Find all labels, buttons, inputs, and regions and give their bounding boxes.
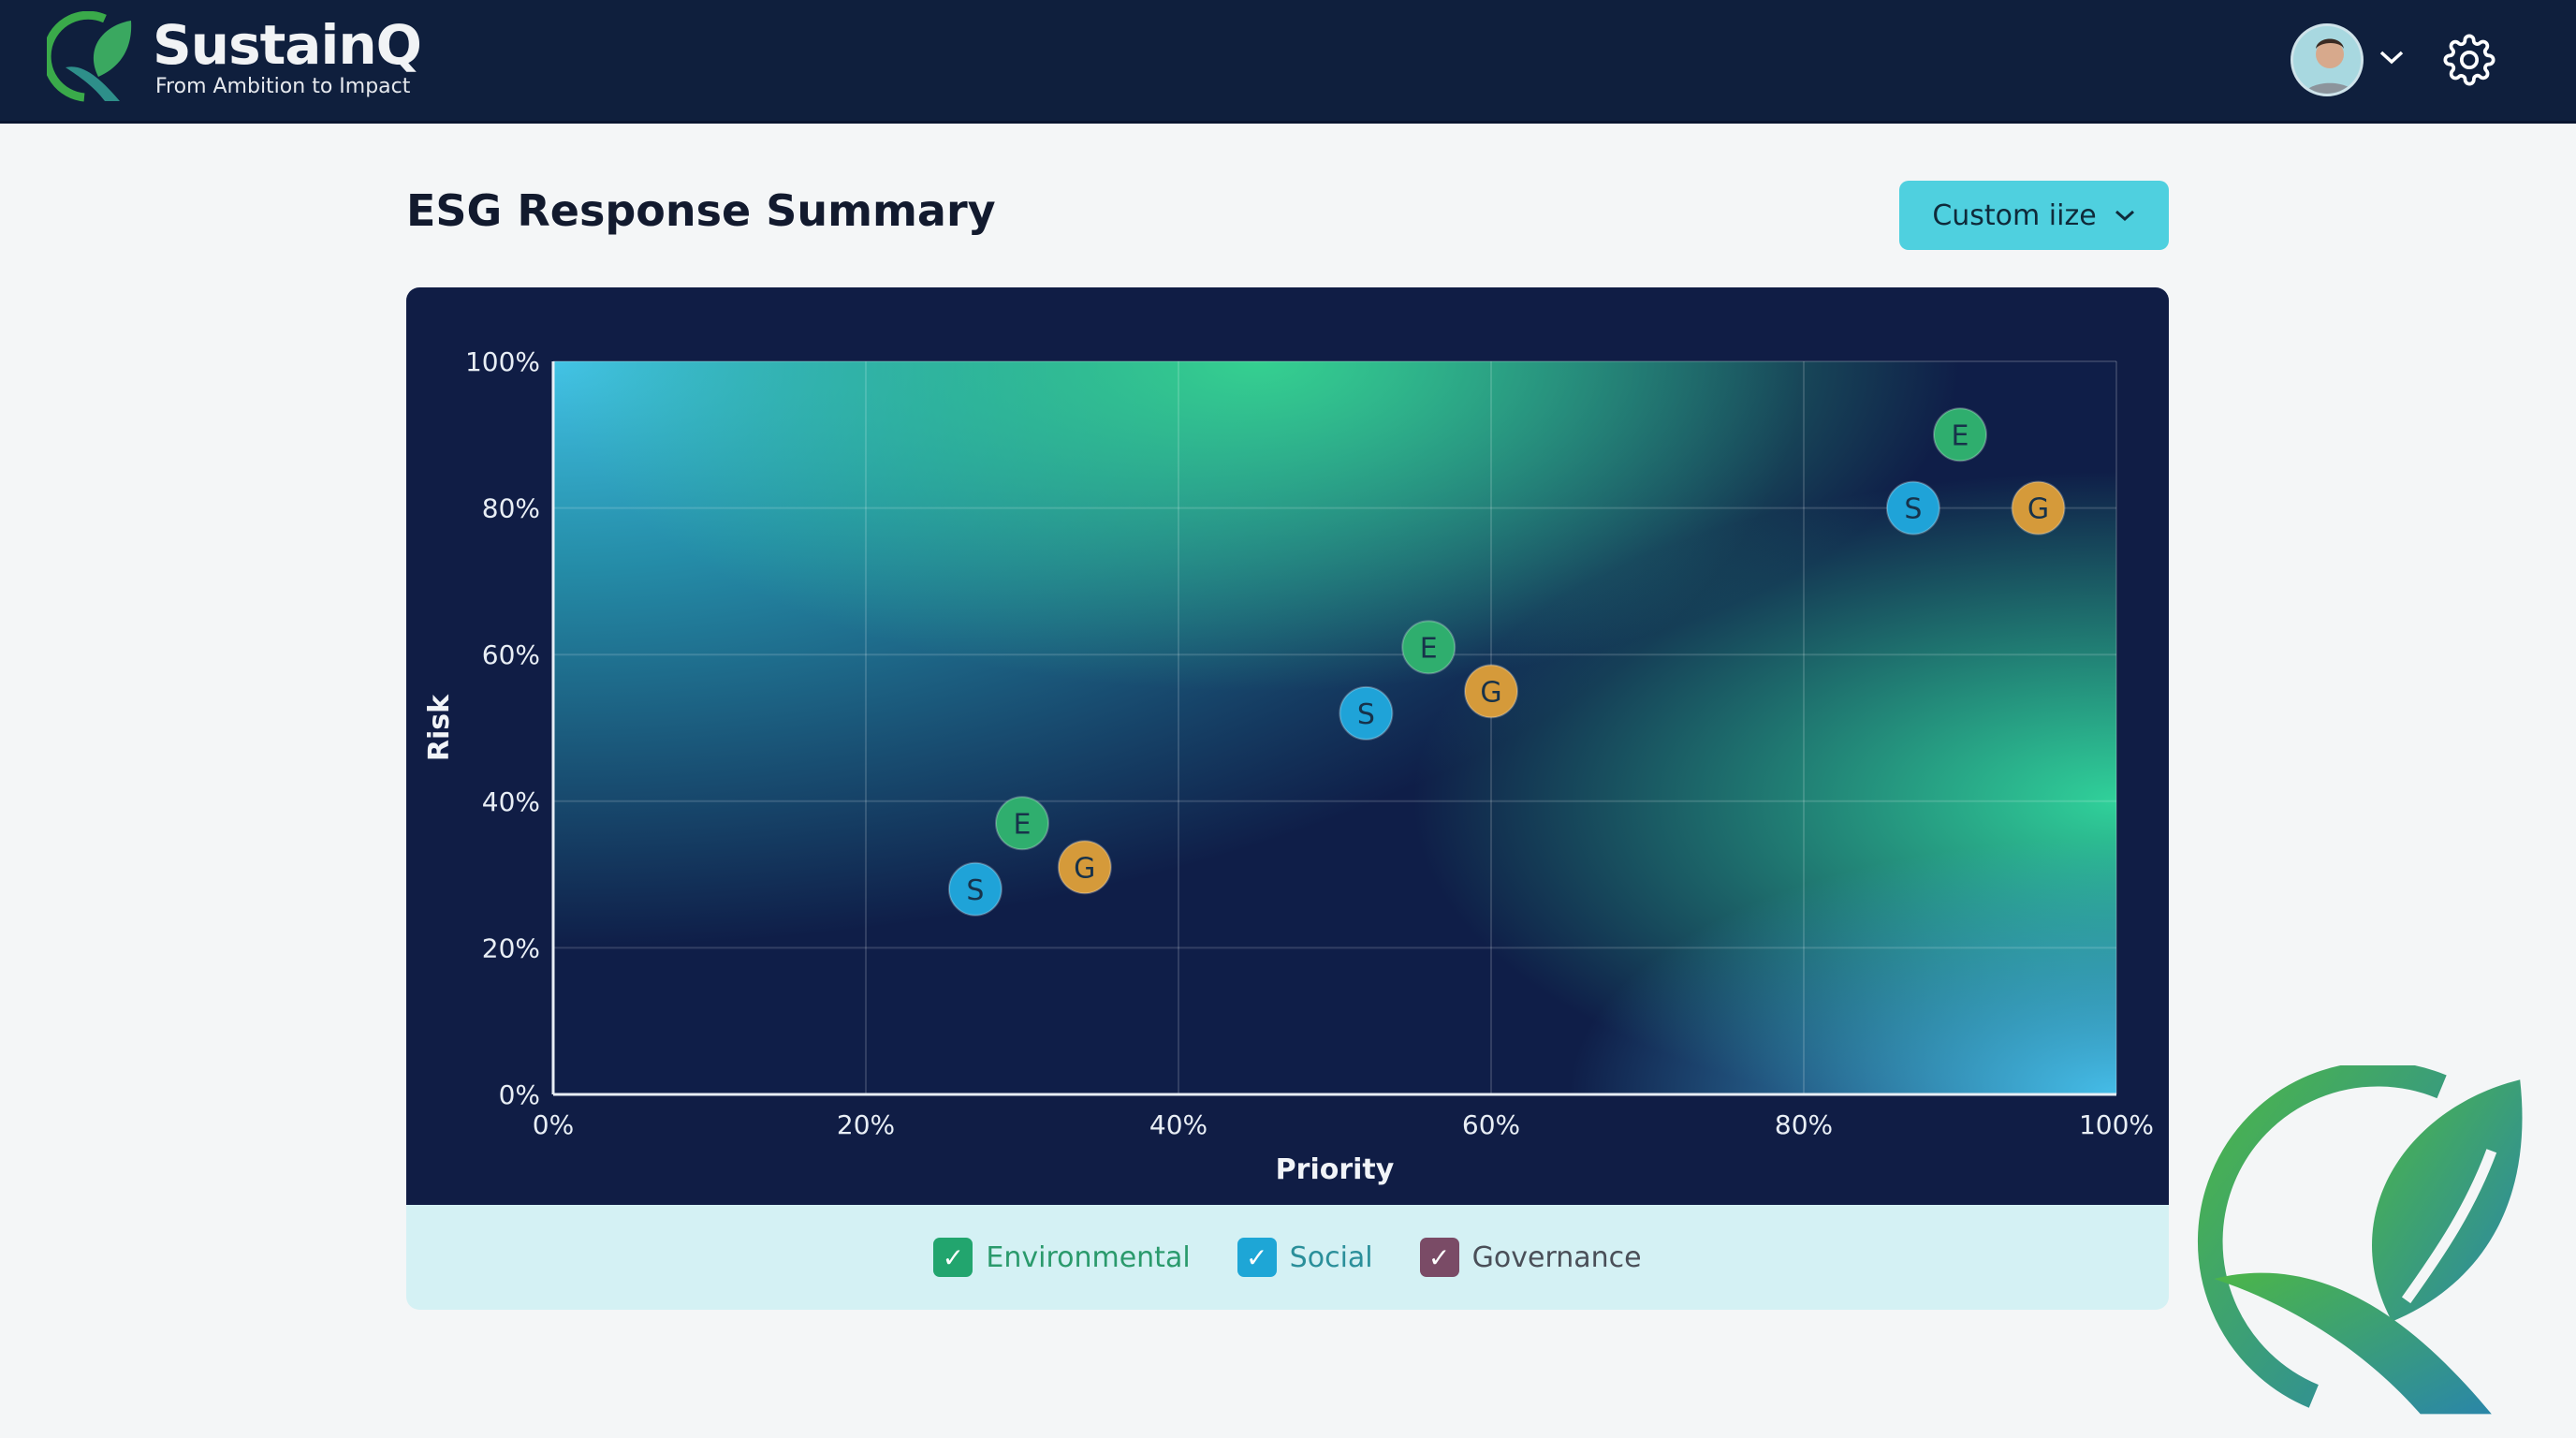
x-tick-label: 60% bbox=[1462, 1109, 1520, 1140]
y-tick-label: 80% bbox=[482, 493, 540, 524]
legend-label: Social bbox=[1289, 1240, 1373, 1274]
user-photo-icon bbox=[2303, 38, 2357, 94]
data-point-marker-label: G bbox=[2027, 493, 2049, 526]
y-tick-label: 40% bbox=[482, 786, 540, 817]
x-axis-label: Priority bbox=[1276, 1153, 1395, 1186]
chevron-down-icon bbox=[2115, 210, 2134, 222]
y-tick-label: 100% bbox=[465, 346, 540, 377]
data-point-environmental[interactable] bbox=[1401, 620, 1456, 675]
data-point-social[interactable] bbox=[947, 861, 1003, 917]
y-axis-label: Risk bbox=[423, 694, 456, 761]
x-tick-label: 80% bbox=[1775, 1109, 1833, 1140]
x-tick-label: 20% bbox=[837, 1109, 895, 1140]
user-avatar[interactable] bbox=[2291, 23, 2364, 96]
sustainq-watermark-logo bbox=[2198, 1065, 2523, 1415]
data-point-governance[interactable] bbox=[1464, 664, 1518, 719]
chart-card: 0% 20% 40% 60% 80% 100% 0% 20% 40% 60% 80% 100% Prio… bbox=[406, 287, 2169, 1205]
data-point-social[interactable] bbox=[1885, 480, 1940, 536]
x-tick-label: 100% bbox=[2079, 1109, 2154, 1140]
legend-item-social[interactable]: ✓ Social bbox=[1237, 1238, 1373, 1277]
y-tick-label: 0% bbox=[499, 1079, 540, 1110]
gear-icon[interactable] bbox=[2443, 34, 2496, 86]
legend-label: Governance bbox=[1471, 1240, 1642, 1274]
customize-button[interactable]: Custom iize bbox=[1899, 181, 2169, 250]
x-tick-label: 40% bbox=[1149, 1109, 1208, 1140]
legend-item-governance[interactable]: ✓ Governance bbox=[1419, 1238, 1642, 1277]
page-title: ESG Response Summary bbox=[406, 185, 996, 236]
data-point-environmental[interactable] bbox=[1933, 407, 1987, 462]
data-point-marker-label: E bbox=[1014, 808, 1032, 841]
data-point-governance[interactable] bbox=[1057, 840, 1112, 895]
checkbox-checked-icon[interactable]: ✓ bbox=[933, 1238, 973, 1277]
data-point-marker-label: E bbox=[1420, 632, 1438, 665]
top-bar: SustainQ From Ambition to Impact bbox=[0, 0, 2576, 124]
data-point-governance[interactable] bbox=[2011, 480, 2066, 536]
data-point-marker-label: G bbox=[1074, 852, 1095, 885]
heatmap-gradient bbox=[553, 361, 2116, 1094]
data-point-marker-label: S bbox=[1904, 493, 1922, 526]
data-point-social[interactable] bbox=[1339, 685, 1394, 741]
chevron-down-icon[interactable] bbox=[2378, 47, 2406, 69]
scatter-chart: 0% 20% 40% 60% 80% 100% 0% 20% 40% 60% 80% 100% Prio… bbox=[423, 346, 2154, 1186]
y-tick-label: 60% bbox=[482, 639, 540, 670]
legend-item-environmental[interactable]: ✓ Environmental bbox=[933, 1238, 1191, 1277]
chart-legend: ✓ Environmental ✓ Social ✓ Governance bbox=[406, 1205, 2169, 1310]
brand-name: SustainQ bbox=[153, 13, 422, 77]
legend-label: Environmental bbox=[986, 1240, 1191, 1274]
data-point-marker-label: E bbox=[1952, 419, 1969, 452]
y-tick-label: 20% bbox=[482, 932, 540, 963]
data-point-marker-label: G bbox=[1480, 676, 1501, 709]
x-tick-label: 0% bbox=[533, 1109, 574, 1140]
data-point-marker-label: S bbox=[1357, 698, 1375, 731]
sustainq-logo bbox=[47, 11, 132, 102]
brand-tagline: From Ambition to Impact bbox=[155, 75, 411, 98]
customize-label: Custom iize bbox=[1932, 198, 2097, 232]
checkbox-checked-icon[interactable]: ✓ bbox=[1237, 1238, 1277, 1277]
checkbox-checked-icon[interactable]: ✓ bbox=[1419, 1238, 1459, 1277]
data-point-marker-label: S bbox=[966, 874, 984, 907]
data-point-environmental[interactable] bbox=[995, 796, 1049, 851]
